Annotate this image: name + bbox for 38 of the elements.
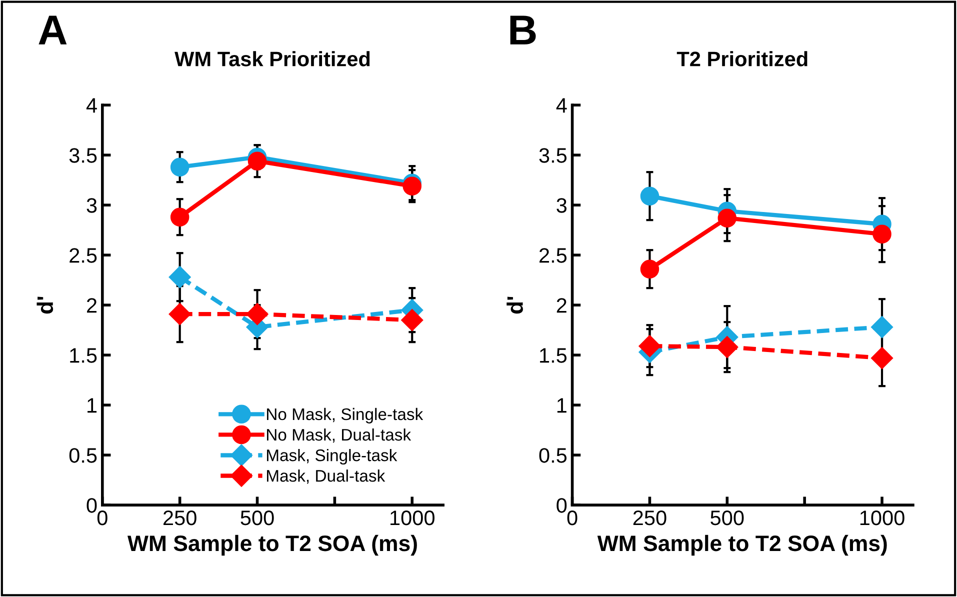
y-tick-label: 0.5 <box>69 448 97 463</box>
y-axis-title: d' <box>506 296 523 314</box>
x-tick-label: 1000 <box>390 510 434 526</box>
y-tick-label: 3 <box>86 198 97 213</box>
text: B <box>510 16 536 44</box>
y-tick-label: 1 <box>557 398 566 413</box>
x-tick-label: 500 <box>240 510 274 526</box>
y-tick-label: 2.5 <box>540 248 567 263</box>
y-tick-label: 3.5 <box>69 148 97 163</box>
x-axis-title: WM Sample to T2 SOA (ms) <box>597 534 887 556</box>
y-tick-label: 2.5 <box>70 248 97 263</box>
x-tick-label: 250 <box>633 510 666 526</box>
y-tick-label: 2 <box>556 298 566 313</box>
x-tick-label: 0 <box>567 510 578 526</box>
text: A <box>38 16 67 44</box>
legend-label: No Mask, Dual-task <box>267 428 412 443</box>
chart-title: T2 Prioritized <box>676 51 808 66</box>
y-tick-label: 0 <box>556 498 567 513</box>
y-tick-label: 1 <box>88 398 97 413</box>
x-tick-label: 1000 <box>860 510 904 526</box>
chart-title: WM Task Prioritized <box>174 51 370 66</box>
x-axis-title: WM Sample to T2 SOA (ms) <box>127 534 417 556</box>
y-tick-label: 1.5 <box>540 348 567 363</box>
legend-label: Mask, Single-task <box>267 448 398 465</box>
y-tick-label: 3.5 <box>539 148 567 163</box>
legend-label: No Mask, Single-task <box>267 408 424 424</box>
y-tick-label: 3 <box>556 198 567 213</box>
y-tick-label: 4 <box>86 98 97 113</box>
y-axis-title: d' <box>36 296 54 314</box>
y-tick-label: 1.5 <box>70 348 97 363</box>
y-tick-label: 2 <box>87 298 96 313</box>
x-tick-label: 0 <box>97 510 108 526</box>
x-tick-label: 250 <box>164 510 196 526</box>
y-tick-label: 0 <box>86 498 97 513</box>
y-tick-label: 0.5 <box>539 448 567 463</box>
x-tick-label: 500 <box>710 510 744 526</box>
legend-label: Mask, Dual-task <box>267 470 386 484</box>
y-tick-label: 4 <box>556 98 567 113</box>
